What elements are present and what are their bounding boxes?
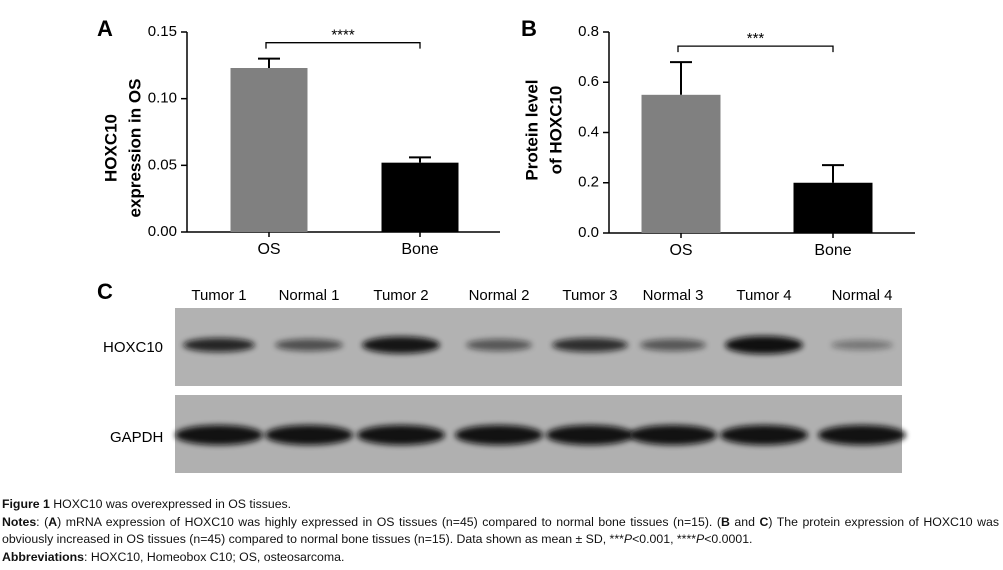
band (265, 425, 353, 445)
band (466, 339, 532, 351)
notes-text: and (729, 514, 760, 529)
panel-label: B (521, 16, 537, 41)
caption: Figure 1 HOXC10 was overexpressed in OS … (2, 496, 999, 566)
notes-label: Notes (2, 514, 37, 529)
figure-label: Figure 1 (2, 497, 50, 511)
notes-text: ) mRNA expression of HOXC10 was highly e… (57, 514, 721, 529)
y-tick-label: 0.4 (578, 123, 599, 140)
notes-text: C (759, 514, 769, 529)
band (640, 339, 706, 351)
y-axis-label: of HOXC10 (546, 86, 565, 175)
figure: A B C 0.00 0.05 0.10 0.15 HOXC10 expression i… (97, 16, 915, 473)
y-tick-label: 0.6 (578, 73, 599, 90)
lane-label: Tumor 3 (562, 287, 617, 304)
y-tick-label: 0.10 (148, 90, 177, 107)
y-axis-label: HOXC10 (101, 114, 120, 182)
notes-text: <0.001, **** (632, 532, 697, 547)
abbreviations-text: : HOXC10, Homeobox C10; OS, osteosarcoma… (84, 549, 345, 564)
y-tick-label: 0.15 (148, 23, 177, 40)
y-tick-label: 0.2 (578, 174, 599, 191)
band (720, 425, 808, 445)
band (552, 338, 628, 352)
significance-label: **** (331, 27, 355, 44)
figure-title: HOXC10 was overexpressed in OS tissues. (53, 497, 292, 511)
bar (793, 182, 873, 233)
row-label: GAPDH (110, 429, 163, 446)
lane-label: Tumor 2 (373, 287, 428, 304)
notes-text: P (696, 532, 705, 547)
y-tick-label: 0.05 (148, 156, 177, 173)
lane-label: Normal 4 (832, 287, 893, 304)
band (629, 425, 717, 445)
lane-label: Tumor 4 (736, 287, 791, 304)
notes-text: <0.0001. (704, 532, 753, 547)
notes-text: ) The protein expression of HOXC10 was o… (2, 514, 999, 547)
band (275, 339, 343, 351)
band (183, 338, 255, 352)
lane-label: Tumor 1 (191, 287, 246, 304)
panel-label: C (97, 279, 113, 304)
y-axis-label: Protein level (522, 79, 541, 180)
x-tick-label: OS (669, 242, 692, 259)
lane-label: Normal 2 (469, 287, 530, 304)
notes-text: A (48, 514, 58, 529)
significance-bracket (677, 45, 834, 53)
band (546, 425, 634, 445)
abbreviations-label: Abbreviations (2, 549, 84, 564)
row-label: HOXC10 (103, 339, 163, 356)
bar (381, 162, 459, 232)
x-tick-label: Bone (814, 242, 851, 259)
lane-label: Normal 3 (643, 287, 704, 304)
y-tick-label: 0.0 (578, 224, 599, 241)
lane-label: Normal 1 (279, 287, 340, 304)
band (362, 336, 440, 354)
caption-abbreviations: Abbreviations: HOXC10, Homeobox C10; OS,… (2, 549, 999, 567)
significance-bracket (265, 42, 421, 49)
band (357, 425, 445, 445)
notes-text: P (623, 532, 633, 547)
band (831, 340, 893, 350)
notes-text: : ( (36, 514, 49, 529)
y-tick-label: 0.00 (148, 223, 177, 240)
band (455, 425, 543, 445)
notes-text: B (720, 514, 730, 529)
bar (230, 68, 308, 232)
band (175, 425, 263, 445)
panel-label: A (97, 16, 113, 41)
bar (641, 94, 721, 233)
y-tick-label: 0.8 (578, 23, 599, 40)
caption-notes: Notes: (A) mRNA expression of HOXC10 was… (2, 514, 999, 549)
x-tick-label: Bone (401, 241, 438, 258)
significance-label: *** (747, 30, 765, 47)
caption-title: Figure 1 HOXC10 was overexpressed in OS … (2, 496, 999, 514)
band (818, 425, 906, 445)
band (725, 336, 803, 354)
y-axis-label: expression in OS (125, 79, 144, 218)
x-tick-label: OS (257, 241, 280, 258)
